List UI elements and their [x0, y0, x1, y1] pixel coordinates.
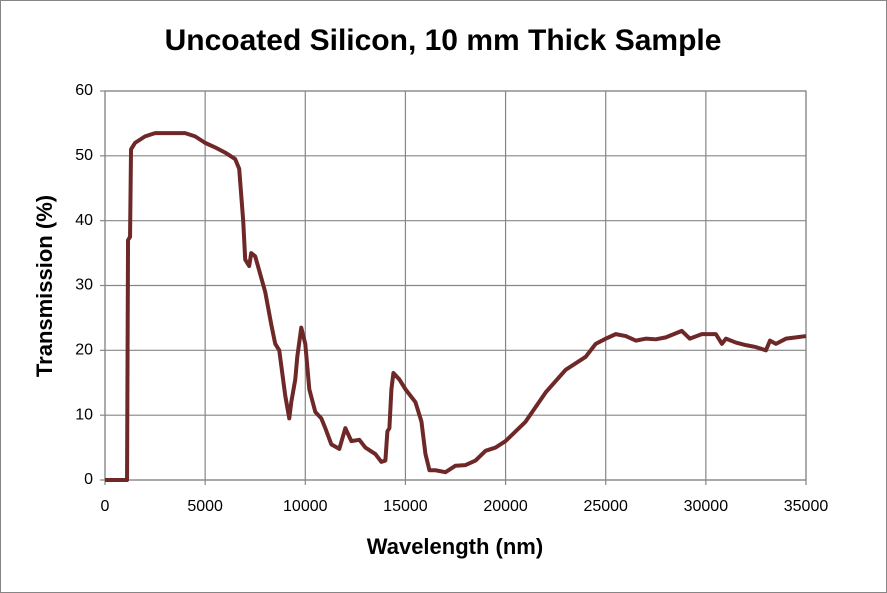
x-tick-label: 15000	[383, 498, 428, 515]
x-tick-label: 20000	[483, 498, 528, 515]
y-axis-title: Transmission (%)	[32, 195, 57, 377]
plot-frame	[104, 90, 807, 481]
x-tick-label: 35000	[784, 498, 829, 515]
y-tick-label: 40	[75, 212, 93, 229]
y-tick-label: 50	[75, 147, 93, 164]
x-tick-label: 0	[101, 498, 110, 515]
x-tick-label: 30000	[684, 498, 729, 515]
y-tick-label: 20	[75, 342, 93, 359]
x-tick-label: 5000	[187, 498, 223, 515]
x-axis-title: Wavelength (nm)	[367, 534, 543, 559]
y-tick-label: 30	[75, 277, 93, 294]
x-tick-label: 25000	[583, 498, 628, 515]
y-tick-label: 10	[75, 406, 93, 423]
data-line	[105, 131, 807, 482]
y-tick-label: 60	[75, 82, 93, 99]
y-tick-label: 0	[84, 471, 93, 488]
chart-title: Uncoated Silicon, 10 mm Thick Sample	[165, 24, 722, 57]
x-tick-label: 10000	[283, 498, 328, 515]
